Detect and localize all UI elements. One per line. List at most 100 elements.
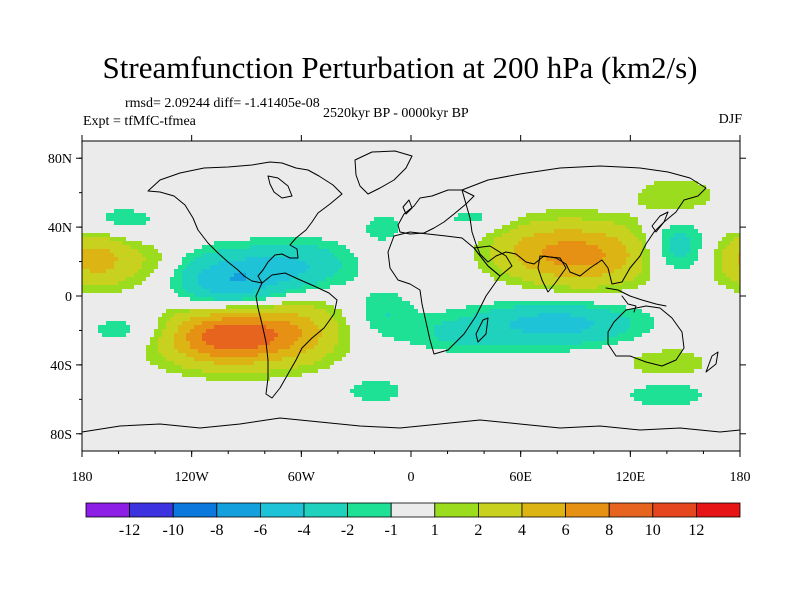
field-cell [686, 233, 691, 238]
field-cell [586, 197, 591, 202]
field-cell [674, 217, 679, 222]
field-cell [154, 245, 159, 250]
field-cell [542, 201, 547, 206]
field-cell [426, 177, 431, 182]
field-cell [558, 213, 563, 218]
field-cell [690, 141, 695, 146]
field-cell [238, 181, 243, 186]
field-cell [398, 217, 403, 222]
field-cell [138, 261, 143, 266]
field-cell [682, 197, 687, 202]
field-cell [374, 161, 379, 166]
field-cell [126, 189, 131, 194]
field-cell [642, 173, 647, 178]
field-cell [666, 181, 671, 186]
field-cell [714, 181, 719, 186]
field-cell [414, 161, 419, 166]
field-cell [526, 213, 531, 218]
field-cell [686, 185, 691, 190]
field-cell [630, 173, 635, 178]
field-cell [630, 257, 635, 262]
field-cell [190, 257, 195, 262]
field-cell [154, 173, 159, 178]
field-cell [550, 249, 555, 254]
field-cell [738, 213, 741, 218]
field-cell [102, 185, 107, 190]
field-cell [330, 225, 335, 230]
field-cell [690, 149, 695, 154]
field-cell [458, 213, 463, 218]
field-cell [718, 213, 723, 218]
field-cell [722, 217, 727, 222]
field-cell [302, 253, 307, 258]
field-cell [362, 181, 367, 186]
field-cell [454, 181, 459, 186]
field-cell [414, 241, 419, 246]
field-cell [706, 177, 711, 182]
field-cell [334, 181, 339, 186]
field-cell [142, 221, 147, 226]
field-cell [366, 221, 371, 226]
field-cell [398, 237, 403, 242]
field-cell [246, 249, 251, 254]
field-cell [582, 145, 587, 150]
field-cell [326, 249, 331, 254]
field-cell [682, 237, 687, 242]
field-cell [542, 145, 547, 150]
field-cell [274, 229, 279, 234]
field-cell [530, 185, 535, 190]
field-cell [402, 185, 407, 190]
field-cell [242, 205, 247, 210]
field-cell [246, 229, 251, 234]
field-cell [110, 261, 115, 266]
field-cell [646, 249, 651, 254]
field-cell [634, 145, 639, 150]
field-cell [342, 253, 347, 258]
field-cell [534, 237, 539, 242]
field-cell [578, 161, 583, 166]
field-cell [466, 149, 471, 154]
field-cell [522, 257, 527, 262]
field-cell [454, 165, 459, 170]
field-cell [530, 201, 535, 206]
field-cell [622, 213, 627, 218]
field-cell [458, 197, 463, 202]
field-cell [214, 181, 219, 186]
field-cell [670, 201, 675, 206]
field-cell [622, 221, 627, 226]
field-cell [686, 189, 691, 194]
field-cell [710, 209, 715, 214]
field-cell [682, 181, 687, 186]
field-cell [678, 225, 683, 230]
field-cell [714, 229, 719, 234]
field-cell [258, 241, 263, 246]
field-cell [174, 153, 179, 158]
field-cell [206, 145, 211, 150]
field-cell [470, 201, 475, 206]
field-cell [470, 253, 475, 258]
field-cell [302, 153, 307, 158]
field-cell [186, 261, 191, 266]
field-cell [122, 145, 127, 150]
field-cell [162, 153, 167, 158]
field-cell [354, 141, 359, 146]
field-cell [258, 213, 263, 218]
field-cell [322, 197, 327, 202]
field-cell [614, 197, 619, 202]
field-cell [254, 181, 259, 186]
field-cell [558, 237, 563, 242]
field-cell [278, 209, 283, 214]
field-cell [646, 209, 651, 214]
field-cell [302, 225, 307, 230]
field-cell [342, 141, 347, 146]
field-cell [734, 221, 739, 226]
field-cell [338, 173, 343, 178]
field-cell [106, 189, 111, 194]
field-cell [394, 257, 399, 262]
field-cell [226, 169, 231, 174]
field-cell [250, 177, 255, 182]
field-cell [402, 233, 407, 238]
field-cell [142, 245, 147, 250]
field-cell [662, 165, 667, 170]
field-cell [426, 153, 431, 158]
